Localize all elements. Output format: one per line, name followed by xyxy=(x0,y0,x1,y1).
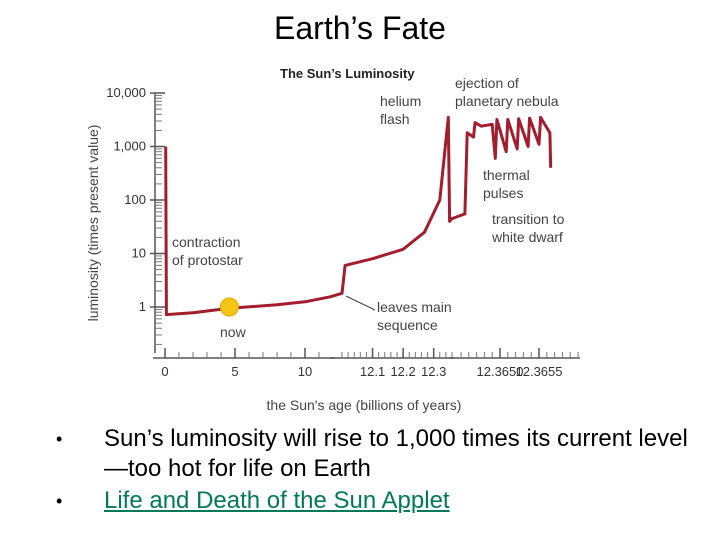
annotation-label: now xyxy=(220,324,247,340)
x-tick-label: 12.1 xyxy=(360,364,385,379)
y-tick-label: 1,000 xyxy=(113,139,146,154)
x-tick-label: 12.3650 xyxy=(477,364,524,379)
bullet-list: • Sun’s luminosity will rise to 1,000 tim… xyxy=(52,424,692,518)
annotation-label: sequence xyxy=(377,317,438,333)
annotation-label: pulses xyxy=(483,185,523,201)
y-tick-label: 100 xyxy=(124,192,146,207)
annotation-layer: helium flash ejection of planetary nebula th… xyxy=(172,75,565,340)
bullet-item[interactable]: • Life and Death of the Sun Applet xyxy=(52,486,692,516)
annotation-label: helium xyxy=(380,93,421,109)
chart-title: The Sun’s Luminosity xyxy=(280,66,415,81)
x-tick-label: 12.3 xyxy=(421,364,446,379)
y-tick-label: 1 xyxy=(139,299,146,314)
bullet-item: • Sun’s luminosity will rise to 1,000 tim… xyxy=(52,424,692,484)
annotation-label: leaves main xyxy=(377,299,452,315)
annotation-label: flash xyxy=(380,111,410,127)
annotation-label: white dwarf xyxy=(491,229,563,245)
slide-title: Earth’s Fate xyxy=(274,10,446,46)
applet-link[interactable]: Life and Death of the Sun Applet xyxy=(104,487,450,514)
annotation-label: transition to xyxy=(492,211,565,227)
now-marker xyxy=(219,297,239,317)
x-tick-label: 12.2 xyxy=(390,364,415,379)
x-tick-label: 12.3655 xyxy=(516,364,563,379)
y-tick-label: 10 xyxy=(132,246,146,261)
x-tick-label: 5 xyxy=(231,364,238,379)
series-layer xyxy=(164,115,553,317)
y-axis-title: luminosity (times present value) xyxy=(85,125,101,322)
annotation-leader-line xyxy=(345,295,376,311)
y-axis: 1 10 100 1,000 10,000 xyxy=(106,85,165,353)
bullet-dot: • xyxy=(56,491,63,511)
x-axis-title: the Sun's age (billions of years) xyxy=(267,397,462,413)
annotation-label: planetary nebula xyxy=(455,93,559,109)
annotation-label: contraction xyxy=(172,234,240,250)
annotation-label: ejection of xyxy=(455,75,519,91)
bullet-dot: • xyxy=(56,429,63,449)
y-tick-label: 10,000 xyxy=(106,85,146,100)
annotation-label: thermal xyxy=(483,167,530,183)
luminosity-series-line xyxy=(164,115,553,317)
x-tick-label: 0 xyxy=(161,364,168,379)
bullet-text: Sun’s luminosity will rise to 1,000 time… xyxy=(104,425,688,482)
annotation-label: of protostar xyxy=(172,252,243,268)
x-tick-label: 10 xyxy=(298,364,312,379)
